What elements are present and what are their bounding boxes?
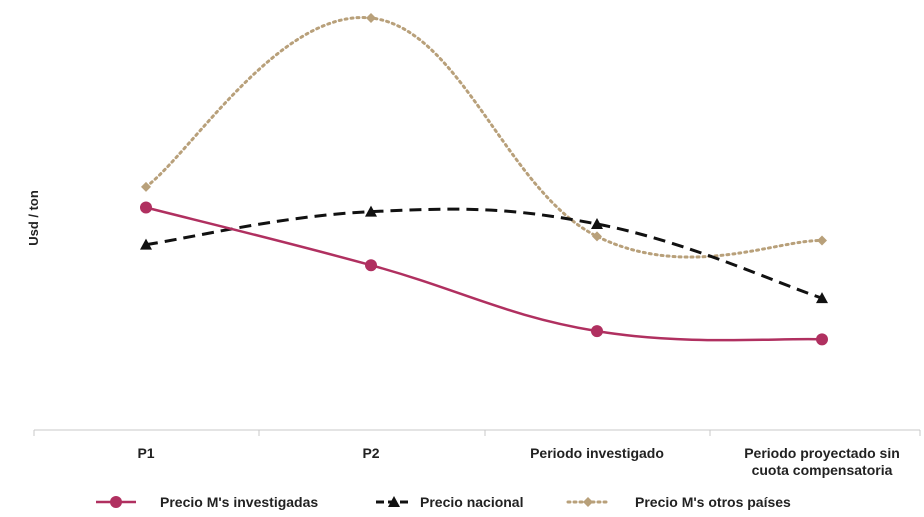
legend-item: Precio M's otros países <box>566 494 791 510</box>
data-point <box>816 292 828 304</box>
data-point <box>140 238 152 250</box>
legend-marker <box>583 497 593 507</box>
series-line <box>145 206 823 342</box>
series-triangle <box>140 205 828 304</box>
legend-item: Precio M's investigadas <box>96 494 318 510</box>
data-point <box>365 259 377 272</box>
legend-item: Precio nacional <box>376 494 523 510</box>
x-axis <box>33 429 921 436</box>
series-line <box>144 16 824 259</box>
series-diamond <box>141 13 827 259</box>
legend-marker <box>110 496 122 508</box>
legend-label: Precio nacional <box>420 494 523 510</box>
data-point <box>817 235 827 246</box>
x-tick-label: Periodo investigado <box>530 445 664 461</box>
series-line <box>145 207 823 300</box>
data-point <box>140 201 152 214</box>
legend-label: Precio M's otros países <box>635 494 791 510</box>
data-point <box>365 205 377 217</box>
data-point <box>591 218 603 229</box>
data-point <box>141 181 151 192</box>
x-tick-label: P2 <box>362 445 379 461</box>
legend-label: Precio M's investigadas <box>160 494 318 510</box>
y-axis-label: Usd / ton <box>26 190 41 246</box>
legend-marker <box>388 496 400 507</box>
data-point <box>592 231 602 242</box>
data-point <box>816 333 828 346</box>
series-circle <box>140 201 828 346</box>
data-point <box>366 13 376 23</box>
legend: Precio M's investigadas Precio nacional Pr… <box>96 494 791 510</box>
x-tick-label: Periodo proyectado sin cuota compensatori… <box>744 445 900 478</box>
x-tick-label: P1 <box>137 445 154 461</box>
x-tick-labels: P1 P2 Periodo investigado Periodo proyectad… <box>137 445 899 478</box>
data-point <box>591 325 603 338</box>
plot-area <box>140 13 828 346</box>
